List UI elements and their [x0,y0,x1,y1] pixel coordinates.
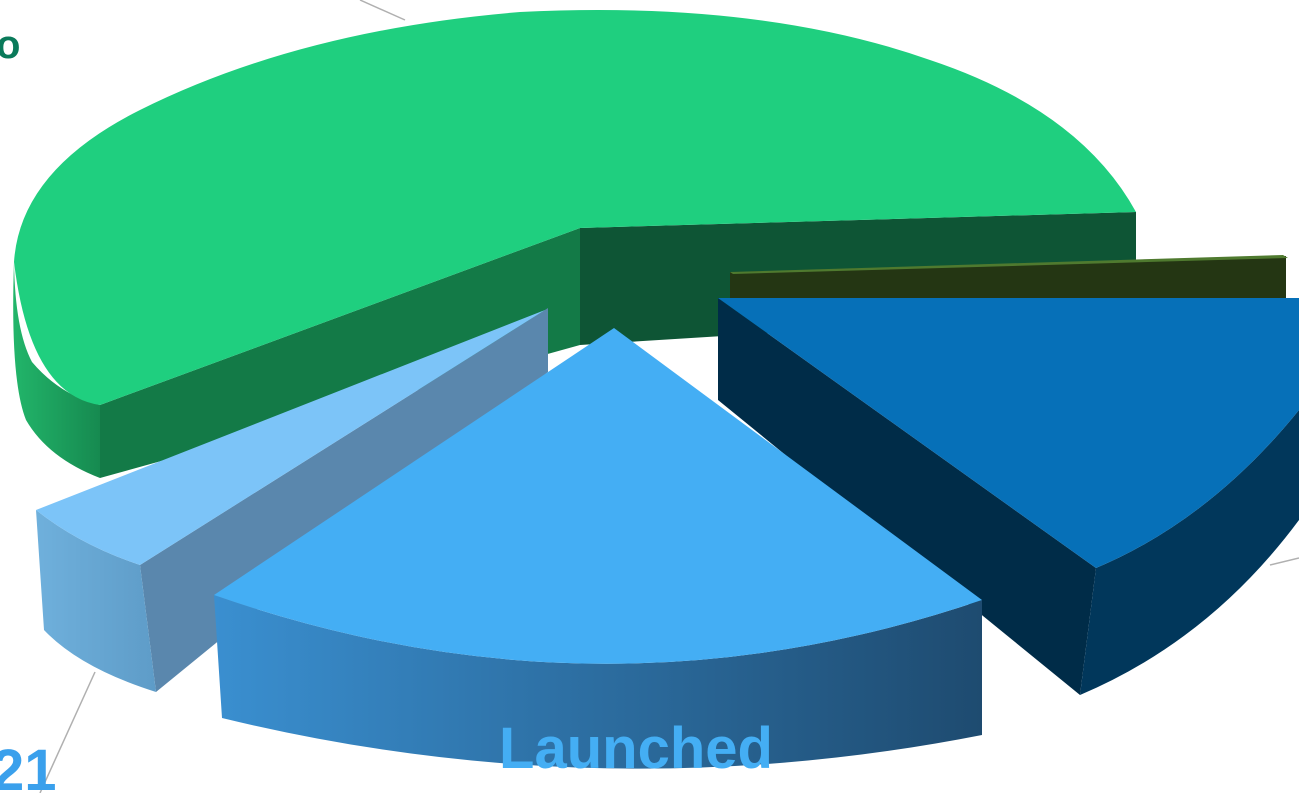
pie-slice-3 [214,328,982,769]
leader-line-top [359,0,406,21]
slice-label-partial-bottom: 21 [0,738,57,793]
pie-slice-2-front [718,298,1096,695]
pie-slice-1-top [730,255,1288,274]
pie-slice-1-side [730,256,1286,298]
pie-slice-4-top [36,310,545,565]
slice-label-launched: Launched [499,716,773,781]
leader-line-bottom-left [39,671,96,793]
slice-label-partial-top: o [0,23,20,67]
pie-slice-2-top [718,298,1299,568]
leader-line-right [1269,557,1299,566]
pie-slice-1 [730,255,1288,298]
pie-slice-0-front [100,228,580,478]
pie-slice-2 [718,298,1299,695]
pie-slice-2-side [1080,410,1299,695]
pie-slice-3-top [214,328,982,664]
pie-slice-0-top [14,10,1136,405]
pie-slice-3-side [214,595,982,769]
pie-slice-4-side [36,510,156,692]
pie-slice-0-side [13,262,101,478]
